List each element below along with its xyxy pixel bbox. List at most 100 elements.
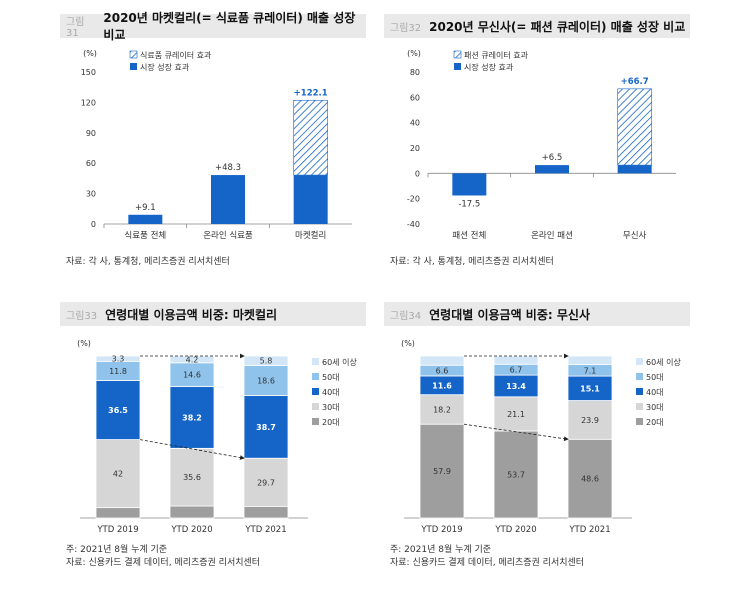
data-label: 3.3 [112,355,125,364]
segment-60세 이상 [567,355,613,365]
legend-label: 20대 [646,418,664,427]
bar-market-growth [452,173,487,196]
bar-market-growth [535,165,569,174]
bar-curator-effect [293,99,328,176]
data-label: 36.5 [108,406,128,415]
segment-20대 [419,423,465,519]
y-tick-label: 120 [81,98,96,107]
legend-label: 60세 이상 [646,357,681,367]
fig31-chart: (%) 0 30 60 90 120 150 +9.1 식료품 전체 +48.3 온라인 식료품 +1… [81,49,352,241]
data-label: 35.6 [183,473,201,482]
segment-60세 이상 [493,355,539,365]
legend-swatch [312,418,319,425]
y-tick-label: 80 [410,68,420,77]
segment-20대 [95,507,141,519]
data-label: +9.1 [135,203,156,213]
legend-label: 시장 성장 효과 [140,62,190,72]
data-label: -17.5 [458,200,480,210]
legend-swatch-market [130,63,137,70]
legend-swatch [636,373,643,380]
x-tick-label: 온라인 식료품 [203,230,253,241]
legend-swatch [312,373,319,380]
data-label: 13.4 [506,382,526,391]
x-tick-label: 온라인 패션 [531,230,573,241]
bar-market-growth [211,175,245,224]
x-tick-label: YTD 2019 [96,525,138,535]
y-tick-label: 60 [410,93,420,102]
y-tick-label: 0 [415,169,420,178]
data-label: 6.6 [436,367,449,376]
legend-label: 20대 [322,418,340,427]
data-label: 11.8 [109,367,127,376]
fig33-chart: (%) 42 36.5 11.8 3.3 YTD 2019 35.6 38.2 14.6 4.2 Y… [77,339,357,535]
segment-60세 이상 [419,355,465,366]
segment-20대 [243,505,289,519]
data-label: 18.2 [433,405,451,414]
x-tick-label: YTD 2020 [170,525,212,535]
fig33-note: 주: 2021년 8월 누계 기준 [66,545,168,555]
panel-fig33: 그림33 연령대별 이용금액 비중: 마켓컬리 (%) 42 36.5 11.8 3.3… [60,302,366,572]
y-tick-label: -40 [407,220,420,229]
fig34-number: 그림34 [390,310,422,322]
data-label: 38.7 [256,423,276,432]
fig33-number: 그림33 [66,310,98,322]
segment-40대 [95,380,141,440]
x-tick-label: 무신사 [623,231,647,241]
fig33-source: 자료: 신용카드 결제 데이터, 메리츠증권 리서치센터 [66,558,261,568]
data-label: 11.6 [432,381,452,390]
fig31-title-bar: 그림31 2020년 마켓컬리(= 식료품 큐레이터) 매출 성장 비교 [60,11,366,42]
data-label: 18.6 [257,376,275,385]
panel-fig31: 그림31 2020년 마켓컬리(= 식료품 큐레이터) 매출 성장 비교 (%)… [60,11,366,274]
data-label: 53.7 [507,471,525,480]
legend-swatch [312,358,319,365]
y-tick-label: 0 [91,220,96,229]
data-label: 15.1 [580,384,600,393]
legend-label: 30대 [322,403,340,412]
panel-fig34: 그림34 연령대별 이용금액 비중: 무신사 (%) 57.9 18.2 11.6 6.… [384,302,690,572]
y-tick-label: 40 [410,119,420,128]
fig34-title-bar: 그림34 연령대별 이용금액 비중: 무신사 [384,302,690,326]
data-label: 6.7 [510,366,523,375]
segment-20대 [169,505,215,519]
legend-label: 30대 [646,403,664,412]
fig32-number: 그림32 [390,22,422,34]
fig31-source: 자료: 각 사, 통계청, 메리츠증권 리서치센터 [66,257,230,267]
data-label: 14.6 [183,371,201,380]
x-tick-label: YTD 2019 [420,525,462,535]
legend-swatch-curator [453,50,462,59]
data-label: +66.7 [621,77,649,87]
fig34-title: 연령대별 이용금액 비중: 무신사 [429,307,590,322]
y-tick-label: 30 [86,190,96,199]
legend-label: 40대 [646,388,664,397]
segment-60세 이상 [95,355,141,362]
bar-market-growth [293,175,328,224]
unit-label: (%) [77,339,91,348]
data-label: 7.1 [584,366,597,375]
fig33-title: 연령대별 이용금액 비중: 마켓컬리 [105,307,278,322]
fig34-chart: (%) 57.9 18.2 11.6 6.6 YTD 2019 53.7 21.1 13.4 6.… [401,339,681,535]
segment-50대 [243,364,289,396]
legend-swatch [636,403,643,410]
legend-swatch [636,388,643,395]
data-label: +122.1 [294,88,328,98]
legend-swatch-market [454,63,461,70]
data-label: 23.9 [581,416,599,425]
fig32-chart: (%) -40 -20 0 20 40 60 80 -17.5 패션 전체 +6.5 온라인 패션 +6… [407,49,676,241]
bar-market-growth [128,214,163,224]
data-label: +48.3 [215,163,241,173]
x-tick-label: YTD 2021 [244,525,286,535]
fig32-source: 자료: 각 사, 통계청, 메리츠증권 리서치센터 [390,257,554,267]
fig31-title: 2020년 마켓컬리(= 식료품 큐레이터) 매출 성장 비교 [103,11,356,42]
y-tick-label: -20 [407,195,420,204]
legend-swatch-curator [129,50,138,59]
legend-label: 60세 이상 [322,357,357,367]
legend-label: 시장 성장 효과 [464,62,514,72]
data-label: 38.2 [182,413,202,422]
legend-swatch [636,418,643,425]
y-tick-label: 150 [81,68,96,77]
panel-fig32: 그림32 2020년 무신사(= 패션 큐레이터) 매출 성장 비교 (%) -4… [384,14,690,274]
y-tick-label: 20 [410,144,420,153]
x-tick-label: 패션 전체 [452,230,486,241]
legend-label: 50대 [322,373,340,382]
data-label: 29.7 [257,478,275,487]
